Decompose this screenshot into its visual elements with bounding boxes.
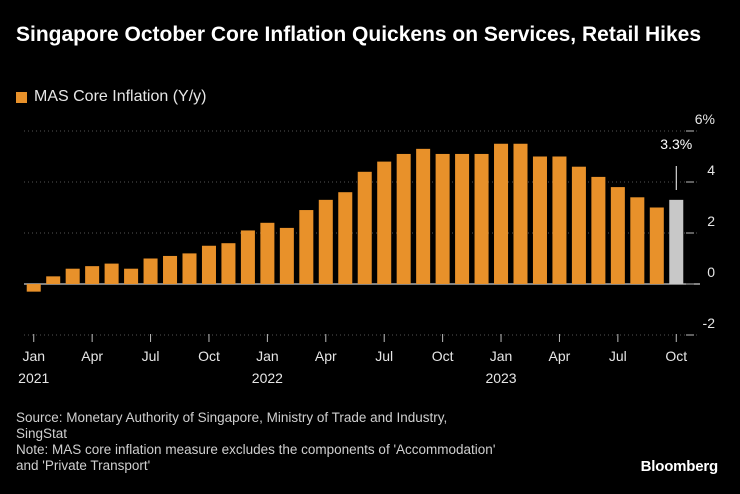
bloomberg-logo: Bloomberg	[640, 458, 719, 475]
bar	[318, 199, 333, 284]
bar	[85, 266, 100, 284]
bar	[377, 161, 392, 284]
bar	[143, 258, 158, 284]
bar	[513, 143, 528, 284]
x-tick-label: Oct	[665, 348, 687, 364]
legend-swatch	[16, 91, 27, 103]
bar	[221, 243, 236, 284]
bar	[494, 143, 509, 284]
y-tick-label: -2	[703, 315, 716, 331]
x-tick-label: Apr	[549, 348, 571, 364]
bar	[571, 166, 586, 284]
bar	[552, 156, 567, 284]
bar	[435, 153, 450, 284]
bar	[610, 187, 625, 284]
method-note: Note: MAS core inflation measure exclude…	[16, 442, 496, 473]
bar	[240, 230, 255, 284]
bar	[455, 153, 470, 284]
y-tick-label: 6%	[695, 111, 715, 127]
x-tick-label: Apr	[315, 348, 337, 364]
bar	[649, 207, 664, 284]
x-tick-label: Jan	[256, 348, 279, 364]
legend-label: MAS Core Inflation (Y/y)	[34, 88, 207, 105]
x-tick-label: Jul	[142, 348, 160, 364]
bar	[163, 255, 178, 284]
bar-highlight	[669, 199, 684, 284]
x-year-label: 2023	[485, 370, 516, 386]
chart-footer: Source: Monetary Authority of Singapore,…	[16, 410, 616, 474]
bar	[279, 227, 294, 284]
annotation-label: 3.3%	[660, 136, 692, 152]
bar	[474, 153, 489, 284]
bar	[338, 192, 353, 284]
bar	[201, 245, 216, 284]
bar	[260, 222, 275, 284]
bar	[357, 171, 372, 284]
y-tick-label: 4	[707, 162, 715, 178]
x-year-label: 2022	[252, 370, 283, 386]
bar	[124, 268, 139, 284]
bar	[416, 148, 431, 284]
bar	[630, 197, 645, 284]
bar	[46, 276, 61, 284]
bar	[26, 284, 41, 292]
x-tick-label: Jul	[375, 348, 393, 364]
y-tick-label: 2	[707, 213, 715, 229]
x-tick-label: Jul	[609, 348, 627, 364]
bar	[532, 156, 547, 284]
x-tick-label: Oct	[432, 348, 454, 364]
x-tick-label: Apr	[81, 348, 103, 364]
bar	[396, 153, 411, 284]
bar	[182, 253, 197, 284]
bar	[299, 210, 314, 284]
bar	[65, 268, 80, 284]
x-tick-label: Jan	[22, 348, 45, 364]
x-tick-label: Oct	[198, 348, 220, 364]
source-note: Source: Monetary Authority of Singapore,…	[16, 410, 448, 441]
x-tick-label: Jan	[490, 348, 513, 364]
bar	[104, 263, 119, 284]
legend: MAS Core Inflation (Y/y)	[16, 88, 207, 106]
y-tick-label: 0	[707, 264, 715, 280]
bar	[591, 176, 606, 284]
x-year-label: 2021	[18, 370, 49, 386]
chart-title: Singapore October Core Inflation Quicken…	[16, 23, 702, 46]
